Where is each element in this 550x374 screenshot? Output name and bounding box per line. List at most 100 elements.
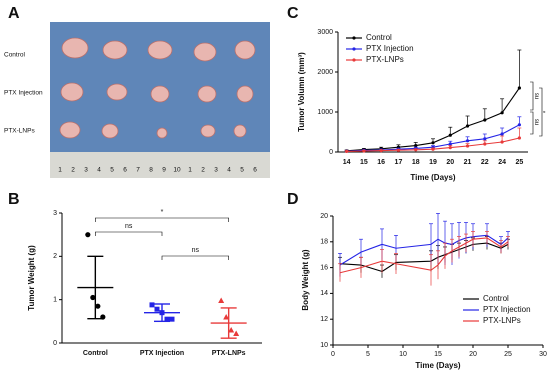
y-tick-label: 16 [320,264,328,271]
ruler-number: 1 [58,167,62,174]
x-tick-label: 15 [360,159,368,166]
annotation: * [161,209,164,216]
panel-label: A [8,5,20,22]
ruler-number: 8 [149,167,153,174]
y-tick-label: 2 [53,253,57,260]
significance-bracket [161,255,229,260]
ruler-number: 7 [136,167,140,174]
x-tick-label: 16 [377,159,385,166]
row-label: PTX Injection [4,90,43,97]
x-tick-label: 22 [481,159,489,166]
x-axis-label: Time (Days) [410,173,456,182]
x-tick-label: 30 [539,351,547,358]
y-tick-label: 1000 [317,109,333,116]
x-tick-label: 5 [366,351,370,358]
point [233,330,240,336]
x-tick-label: 18 [412,159,420,166]
point [85,232,91,238]
x-tick-label: PTX-LNPs [212,350,246,357]
point [500,132,504,136]
legend-marker [352,36,356,40]
y-tick-label: 3 [53,210,57,217]
significance-bracket [95,231,163,236]
y-tick-label: 1 [53,297,57,304]
significance-bracket [530,81,534,111]
y-tick-label: 12 [320,316,328,323]
panel-label: D [287,191,299,208]
x-tick-label: 14 [343,159,351,166]
point [500,140,504,144]
point [169,316,175,322]
point [431,141,435,145]
point [483,137,487,141]
ruler [50,152,270,178]
legend-label: PTX Injection [483,305,531,314]
row-label: PTX-LNPs [4,128,35,135]
y-tick-label: 2000 [317,69,333,76]
point [90,294,96,301]
point [465,139,470,143]
series-line [339,237,509,274]
point [465,124,470,128]
panel-label: C [287,5,299,22]
ruler-number: 4 [97,167,101,174]
legend-marker [352,58,356,62]
x-tick-label: 10 [399,351,407,358]
y-tick-label: 0 [53,340,57,347]
panel-label: B [8,191,20,208]
significance-bracket [539,87,543,137]
ruler-number: 1 [188,167,192,174]
ruler-number: 10 [173,167,181,174]
annotation: ns [535,93,541,99]
point [228,327,235,333]
x-tick-label: 25 [515,159,523,166]
significance-bracket [95,217,229,222]
series-line [339,234,509,266]
x-tick-label: 20 [446,159,454,166]
x-tick-label: 24 [498,159,506,166]
y-tick-label: 14 [320,290,328,297]
ruler-number: 4 [227,167,231,174]
point [396,148,401,152]
point [345,149,349,153]
point [164,316,170,322]
ruler-number: 2 [71,167,75,174]
point [517,136,521,140]
y-tick-label: 20 [320,213,328,220]
legend-label: Control [483,294,509,303]
annotation: ns [192,247,200,254]
y-tick-label: 0 [329,149,333,156]
legend-label: PTX Injection [366,44,414,53]
point [362,149,366,153]
tumor-samples [59,37,256,139]
point [500,111,504,115]
y-tick-label: 18 [320,239,328,246]
significance-bracket [530,111,534,135]
ruler-number: 3 [84,167,88,174]
row-label: Control [4,52,26,59]
point [465,144,470,148]
point [483,142,487,146]
annotation: * [544,110,550,113]
ruler-number: 3 [214,167,218,174]
legend-label: PTX-LNPs [483,316,521,325]
annotation: ns [125,223,133,230]
x-tick-label: 20 [469,351,477,358]
x-tick-label: 21 [464,159,472,166]
point [483,118,487,122]
point [431,147,435,151]
point [414,144,418,148]
series-line [339,242,509,273]
point [448,142,452,146]
legend-label: Control [366,33,392,42]
ruler-number: 2 [201,167,205,174]
point [448,133,452,137]
x-tick-label: 25 [504,351,512,358]
ruler-number: 5 [110,167,114,174]
x-tick-label: 0 [331,351,335,358]
x-tick-label: 15 [434,351,442,358]
x-axis-label: Time (Days) [415,361,461,370]
x-tick-label: 19 [429,159,437,166]
point [448,146,452,150]
